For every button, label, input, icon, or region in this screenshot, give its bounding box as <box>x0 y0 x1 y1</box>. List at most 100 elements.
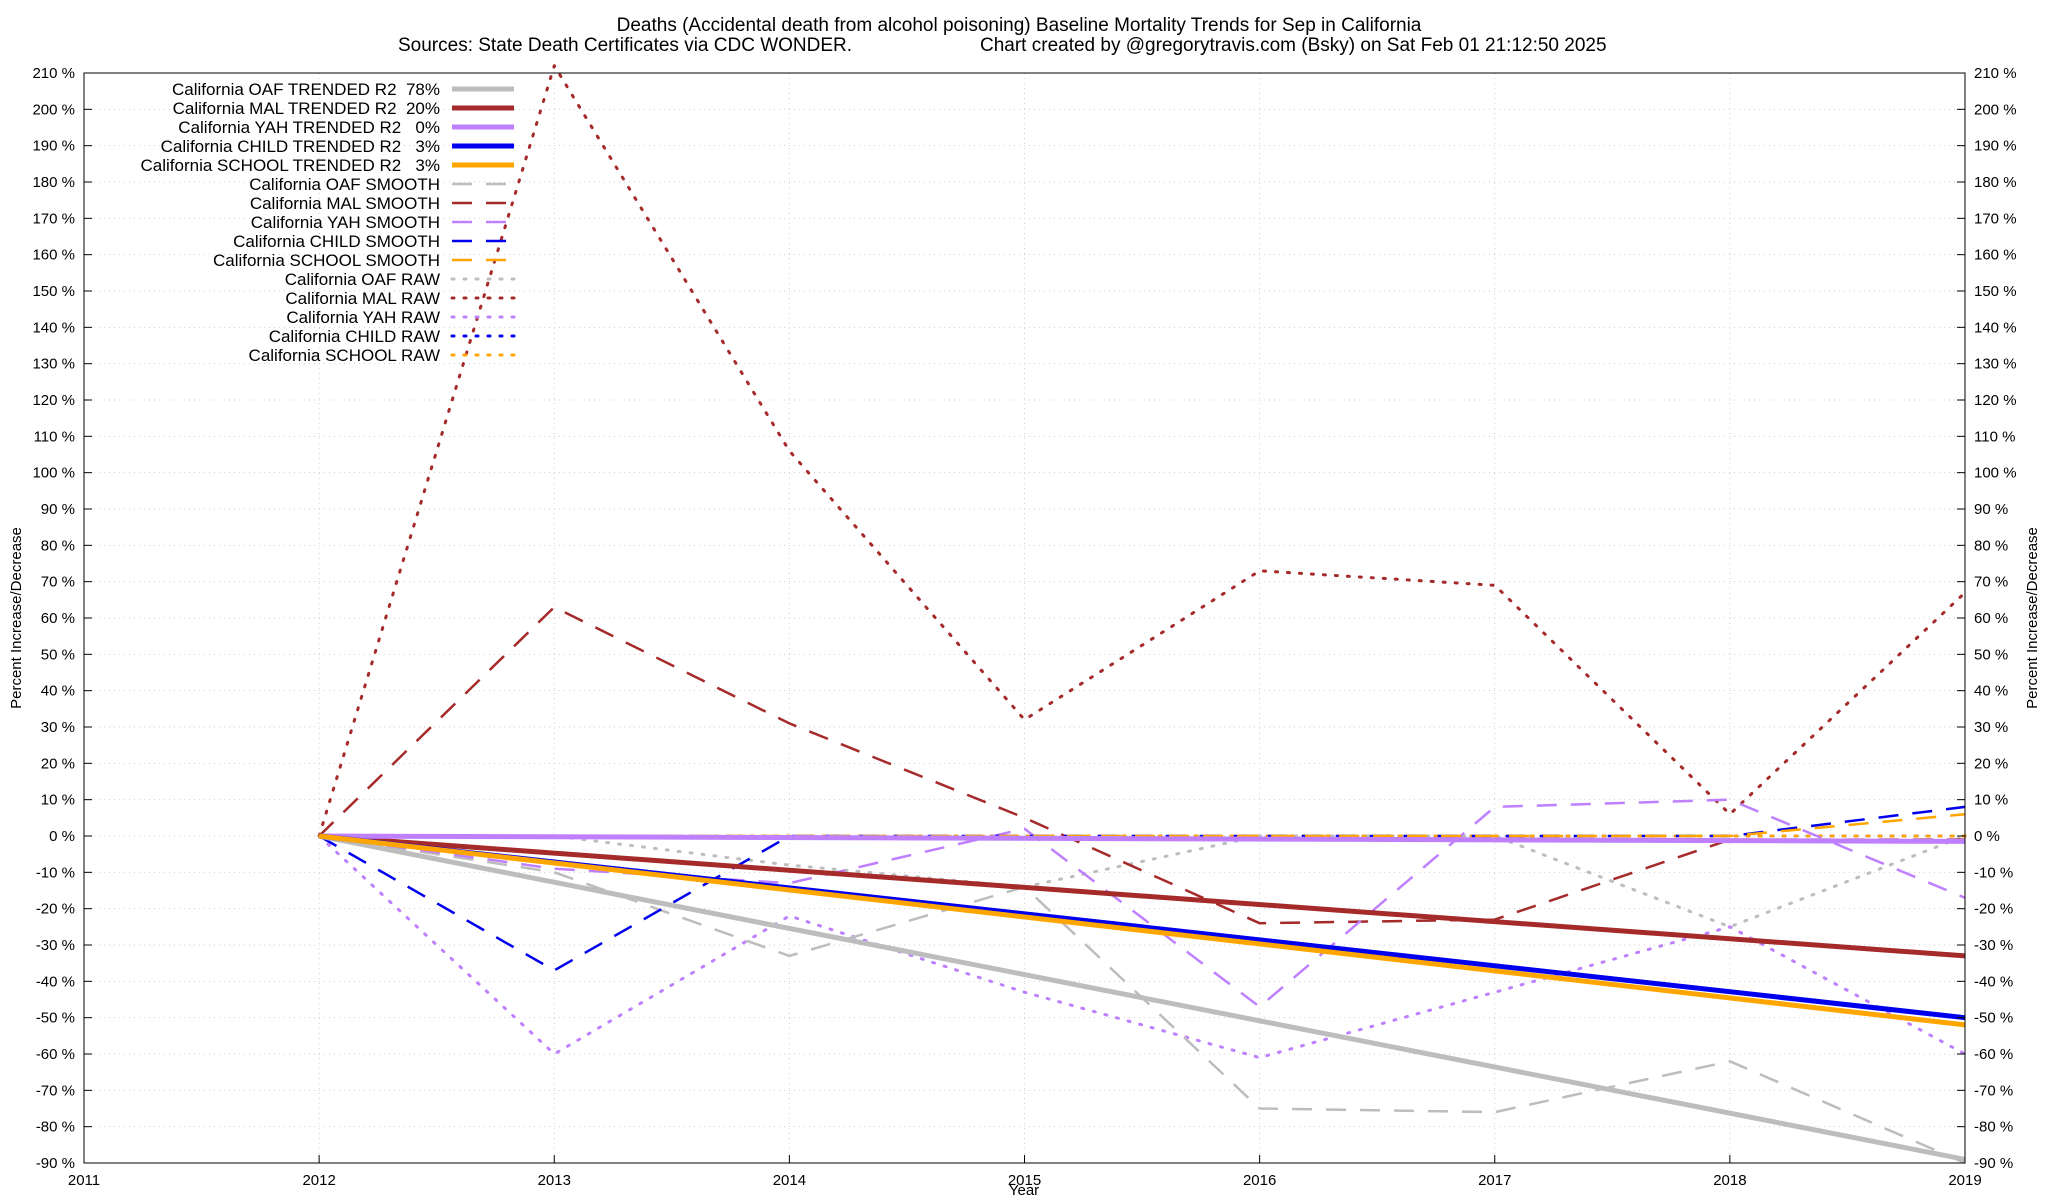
y-tick-label-right: 110 % <box>1974 428 2015 445</box>
y-tick-label-right: -90 % <box>1974 1155 2013 1172</box>
x-tick-label: 2013 <box>538 1172 571 1189</box>
y-tick-label-left: 110 % <box>34 428 75 445</box>
y-tick-label-right: 190 % <box>1974 138 2017 155</box>
series-line-oaf-raw <box>317 834 1967 929</box>
y-tick-label-right: 10 % <box>1974 792 2008 809</box>
x-axis-label: Year <box>1009 1182 1039 1199</box>
y-tick-label-right: 90 % <box>1974 501 2008 518</box>
y-tick-label-left: 180 % <box>32 174 75 191</box>
y-tick-label-right: -30 % <box>1974 937 2013 954</box>
y-tick-label-right: 210 % <box>1974 65 2017 82</box>
y-axis-label-right: Percent Increase/Decrease <box>2024 527 2041 709</box>
y-tick-label-right: 200 % <box>1974 101 2017 118</box>
y-tick-label-right: 120 % <box>1974 392 2017 409</box>
y-tick-label-left: 60 % <box>41 610 75 627</box>
y-tick-label-right: 130 % <box>1974 356 2017 373</box>
y-tick-label-left: 50 % <box>41 646 75 663</box>
chart-subtitle-credit: Chart created by @gregorytravis.com (Bsk… <box>980 35 1607 56</box>
y-tick-label-left: 10 % <box>41 792 75 809</box>
y-tick-label-left: 90 % <box>41 501 75 518</box>
y-tick-label-left: -70 % <box>36 1082 75 1099</box>
y-tick-label-right: 170 % <box>1974 210 2017 227</box>
y-tick-label-right: 100 % <box>1974 465 2017 482</box>
y-tick-label-right: 70 % <box>1974 574 2008 591</box>
y-tick-label-left: 190 % <box>32 138 75 155</box>
y-tick-label-left: -90 % <box>36 1155 75 1172</box>
y-tick-label-right: -80 % <box>1974 1119 2013 1136</box>
y-tick-label-left: 120 % <box>32 392 75 409</box>
plot-series <box>317 64 1967 1165</box>
y-tick-label-left: -60 % <box>36 1046 75 1063</box>
x-tick-label: 2019 <box>1948 1172 1981 1189</box>
x-tick-label: 2016 <box>1243 1172 1276 1189</box>
legend-label: California MAL SMOOTH <box>250 194 440 213</box>
series-line-mal-trended <box>318 833 1966 959</box>
y-tick-label-left: 30 % <box>41 719 75 736</box>
series-line-oaf-trended <box>318 833 1966 1162</box>
series-line-yah-smooth <box>318 798 1966 1009</box>
y-tick-label-right: 30 % <box>1974 719 2008 736</box>
y-tick-label-right: 50 % <box>1974 646 2008 663</box>
x-tick-label: 2017 <box>1478 1172 1511 1189</box>
y-tick-label-left: 0 % <box>49 828 75 845</box>
y-tick-label-left: 70 % <box>41 574 75 591</box>
y-tick-label-left: -20 % <box>36 901 75 918</box>
legend-label: California CHILD TRENDED R2 3% <box>161 137 440 156</box>
legend-label: California YAH TRENDED R2 0% <box>178 118 440 137</box>
y-tick-label-left: -10 % <box>36 864 75 881</box>
x-tick-label: 2011 <box>68 1172 100 1189</box>
y-tick-label-right: -40 % <box>1974 973 2013 990</box>
y-tick-label-right: 60 % <box>1974 610 2008 627</box>
series-line-mal-smooth <box>318 605 1965 925</box>
y-tick-label-right: 40 % <box>1974 683 2008 700</box>
series-line-mal-raw <box>317 64 1967 838</box>
legend-label: California YAH RAW <box>286 308 440 327</box>
y-tick-label-left: -80 % <box>36 1119 75 1136</box>
y-tick-label-left: 150 % <box>32 283 75 300</box>
x-tick-label: 2014 <box>773 1172 806 1189</box>
x-tick-label: 2015 <box>1008 1172 1041 1189</box>
y-axis-label-left: Percent Increase/Decrease <box>8 527 25 709</box>
series-line-child-smooth <box>318 805 1966 972</box>
legend-label: California SCHOOL RAW <box>249 346 440 365</box>
y-tick-label-left: -30 % <box>36 937 75 954</box>
y-tick-label-right: -60 % <box>1974 1046 2013 1063</box>
chart-title: Deaths (Accidental death from alcohol po… <box>617 15 1422 36</box>
y-tick-label-left: -50 % <box>36 1010 75 1027</box>
y-tick-label-right: 0 % <box>1974 828 2000 845</box>
y-tick-label-right: -50 % <box>1974 1010 2013 1027</box>
y-tick-label-left: 100 % <box>32 465 75 482</box>
y-tick-label-right: 140 % <box>1974 319 2017 336</box>
y-tick-label-left: 80 % <box>41 537 75 554</box>
y-tick-label-left: 40 % <box>41 683 75 700</box>
legend-label: California SCHOOL SMOOTH <box>213 251 440 270</box>
series-line-school-trended <box>318 833 1966 1028</box>
series-line-yah-trended <box>319 833 1966 844</box>
legend-label: California SCHOOL TRENDED R2 3% <box>141 156 440 175</box>
y-tick-label-right: 150 % <box>1974 283 2017 300</box>
legend-label: California MAL TRENDED R2 20% <box>173 99 440 118</box>
y-tick-label-left: 20 % <box>41 755 75 772</box>
series-line-yah-raw <box>317 834 1967 1060</box>
y-tick-label-right: -20 % <box>1974 901 2013 918</box>
y-tick-label-left: 160 % <box>32 247 75 264</box>
y-tick-label-left: -40 % <box>36 973 75 990</box>
legend-label: California OAF RAW <box>285 270 440 289</box>
legend-label: California CHILD SMOOTH <box>233 232 440 251</box>
y-tick-label-right: -10 % <box>1974 864 2013 881</box>
chart-subtitle-source: Sources: State Death Certificates via CD… <box>398 35 852 56</box>
y-tick-label-right: 80 % <box>1974 537 2008 554</box>
series-line-school-smooth <box>319 812 1966 838</box>
legend-label: California OAF SMOOTH <box>249 175 440 194</box>
x-tick-label: 2012 <box>302 1172 335 1189</box>
legend: California OAF TRENDED R2 78%California … <box>141 80 516 365</box>
y-tick-label-left: 200 % <box>32 101 75 118</box>
legend-label: California MAL RAW <box>285 289 440 308</box>
y-tick-label-left: 130 % <box>32 356 75 373</box>
legend-label: California CHILD RAW <box>269 327 440 346</box>
y-tick-label-left: 170 % <box>32 210 75 227</box>
y-tick-label-right: -70 % <box>1974 1082 2013 1099</box>
legend-label: California YAH SMOOTH <box>251 213 440 232</box>
